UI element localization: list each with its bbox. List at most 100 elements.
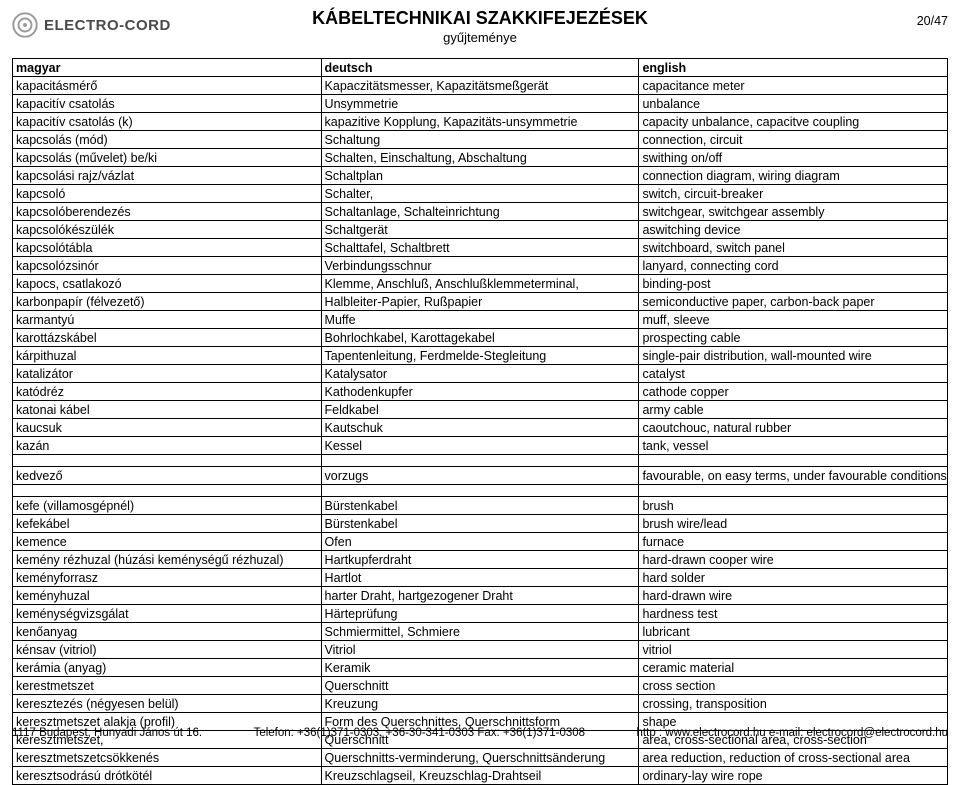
table-cell: kapacitív csatolás [13, 95, 322, 113]
table-cell: katódréz [13, 383, 322, 401]
table-gap-row [13, 455, 948, 467]
table-cell: Kreuzung [321, 695, 639, 713]
footer-web: http : www.electrocord.hu e-mail: electr… [637, 727, 948, 739]
table-cell: kefekábel [13, 515, 322, 533]
table-cell: Feldkabel [321, 401, 639, 419]
table-cell: ordinary-lay wire rope [639, 767, 948, 785]
table-cell: Schalter, [321, 185, 639, 203]
table-cell: Verbindungsschnur [321, 257, 639, 275]
table-cell: lubricant [639, 623, 948, 641]
table-row: keményforraszHartlothard solder [13, 569, 948, 587]
table-cell: Härteprüfung [321, 605, 639, 623]
table-cell: lanyard, connecting cord [639, 257, 948, 275]
table-cell: kerestmetszet [13, 677, 322, 695]
table-cell: Schaltplan [321, 167, 639, 185]
table-row: kapacitív csatolásUnsymmetrieunbalance [13, 95, 948, 113]
table-row: karmantyúMuffemuff, sleeve [13, 311, 948, 329]
table-cell: Kapaczitätsmesser, Kapazitätsmeßgerät [321, 77, 639, 95]
table-cell: Kreuzschlagseil, Kreuzschlag-Drahtseil [321, 767, 639, 785]
company-logo: ELECTRO-CORD [12, 12, 171, 38]
table-cell: kapcsolótábla [13, 239, 322, 257]
col-deutsch: deutsch [321, 59, 639, 77]
table-cell: furnace [639, 533, 948, 551]
table-cell: Schalttafel, Schaltbrett [321, 239, 639, 257]
table-cell: Muffe [321, 311, 639, 329]
table-row: keresztezés (négyesen belül)Kreuzungcros… [13, 695, 948, 713]
table-row: kapcsolóberendezésSchaltanlage, Schaltei… [13, 203, 948, 221]
table-cell: area reduction, reduction of cross-secti… [639, 749, 948, 767]
table-cell: Schalten, Einschaltung, Abschaltung [321, 149, 639, 167]
table-cell: catalyst [639, 365, 948, 383]
table-cell: kapcsolókészülék [13, 221, 322, 239]
table-cell: keményforrasz [13, 569, 322, 587]
table-cell: kárpithuzal [13, 347, 322, 365]
table-cell: unbalance [639, 95, 948, 113]
table-cell: prospecting cable [639, 329, 948, 347]
table-cell: Halbleiter-Papier, Rußpapier [321, 293, 639, 311]
logo-icon [12, 12, 38, 38]
table-row: kerámia (anyag)Keramikceramic material [13, 659, 948, 677]
table-cell: vitriol [639, 641, 948, 659]
table-cell: Kathodenkupfer [321, 383, 639, 401]
table-cell: connection diagram, wiring diagram [639, 167, 948, 185]
table-cell: brush wire/lead [639, 515, 948, 533]
table-cell: kedvező [13, 467, 322, 485]
table-cell: kapcsolózsinór [13, 257, 322, 275]
table-cell: kapacitív csatolás (k) [13, 113, 322, 131]
table-cell: swithing on/off [639, 149, 948, 167]
table-cell: aswitching device [639, 221, 948, 239]
table-cell: Kessel [321, 437, 639, 455]
table-cell: caoutchouc, natural rubber [639, 419, 948, 437]
table-cell: hardness test [639, 605, 948, 623]
table-row: kefekábelBürstenkabelbrush wire/lead [13, 515, 948, 533]
table-cell: karottázskábel [13, 329, 322, 347]
logo-text: ELECTRO-CORD [44, 17, 171, 34]
table-cell: karbonpapír (félvezető) [13, 293, 322, 311]
table-cell: army cable [639, 401, 948, 419]
table-row: keresztmetszetcsökkenésQuerschnitts-verm… [13, 749, 948, 767]
table-cell: connection, circuit [639, 131, 948, 149]
table-cell: switch, circuit-breaker [639, 185, 948, 203]
table-cell: Keramik [321, 659, 639, 677]
page-footer: 1117 Budapest, Hunyadi János út 16. Tele… [12, 727, 948, 739]
table-cell: Bürstenkabel [321, 515, 639, 533]
page-number: 20/47 [917, 14, 948, 28]
col-magyar: magyar [13, 59, 322, 77]
table-cell: katalizátor [13, 365, 322, 383]
table-cell: Schaltung [321, 131, 639, 149]
table-cell: kefe (villamosgépnél) [13, 497, 322, 515]
table-header-row: magyar deutsch english [13, 59, 948, 77]
table-cell: Hartlot [321, 569, 639, 587]
table-cell: keresztezés (négyesen belül) [13, 695, 322, 713]
table-cell: karmantyú [13, 311, 322, 329]
table-cell: kaucsuk [13, 419, 322, 437]
table-row: keménységvizsgálatHärteprüfunghardness t… [13, 605, 948, 623]
table-cell: Klemme, Anschluß, Anschlußklemmeterminal… [321, 275, 639, 293]
table-row: kaucsukKautschukcaoutchouc, natural rubb… [13, 419, 948, 437]
table-row: karbonpapír (félvezető)Halbleiter-Papier… [13, 293, 948, 311]
table-row: kenőanyagSchmiermittel, Schmierelubrican… [13, 623, 948, 641]
table-cell: keményhuzal [13, 587, 322, 605]
table-cell: kapcsolás (mód) [13, 131, 322, 149]
table-row: kapcsolókészülékSchaltgerätaswitching de… [13, 221, 948, 239]
table-cell: Kautschuk [321, 419, 639, 437]
table-cell: Vitriol [321, 641, 639, 659]
table-cell: harter Draht, hartgezogener Draht [321, 587, 639, 605]
table-cell: capacity unbalance, capacitve coupling [639, 113, 948, 131]
table-cell: kenőanyag [13, 623, 322, 641]
table-cell: Bohrlochkabel, Karottagekabel [321, 329, 639, 347]
table-row: kemény rézhuzal (húzási keménységű rézhu… [13, 551, 948, 569]
table-cell: Bürstenkabel [321, 497, 639, 515]
table-cell: katonai kábel [13, 401, 322, 419]
table-cell: switchgear, switchgear assembly [639, 203, 948, 221]
table-row: kapcsolótáblaSchalttafel, Schaltbrettswi… [13, 239, 948, 257]
table-cell: Querschnitts-verminderung, Querschnittsä… [321, 749, 639, 767]
table-row: karottázskábelBohrlochkabel, Karottageka… [13, 329, 948, 347]
table-row: kapcsolás (művelet) be/kiSchalten, Einsc… [13, 149, 948, 167]
table-cell: brush [639, 497, 948, 515]
table-row: katonai kábelFeldkabelarmy cable [13, 401, 948, 419]
table-cell: semiconductive paper, carbon-back paper [639, 293, 948, 311]
table-cell: kemence [13, 533, 322, 551]
table-row: kapcsolási rajz/vázlatSchaltplanconnecti… [13, 167, 948, 185]
table-row: kerestmetszetQuerschnittcross section [13, 677, 948, 695]
